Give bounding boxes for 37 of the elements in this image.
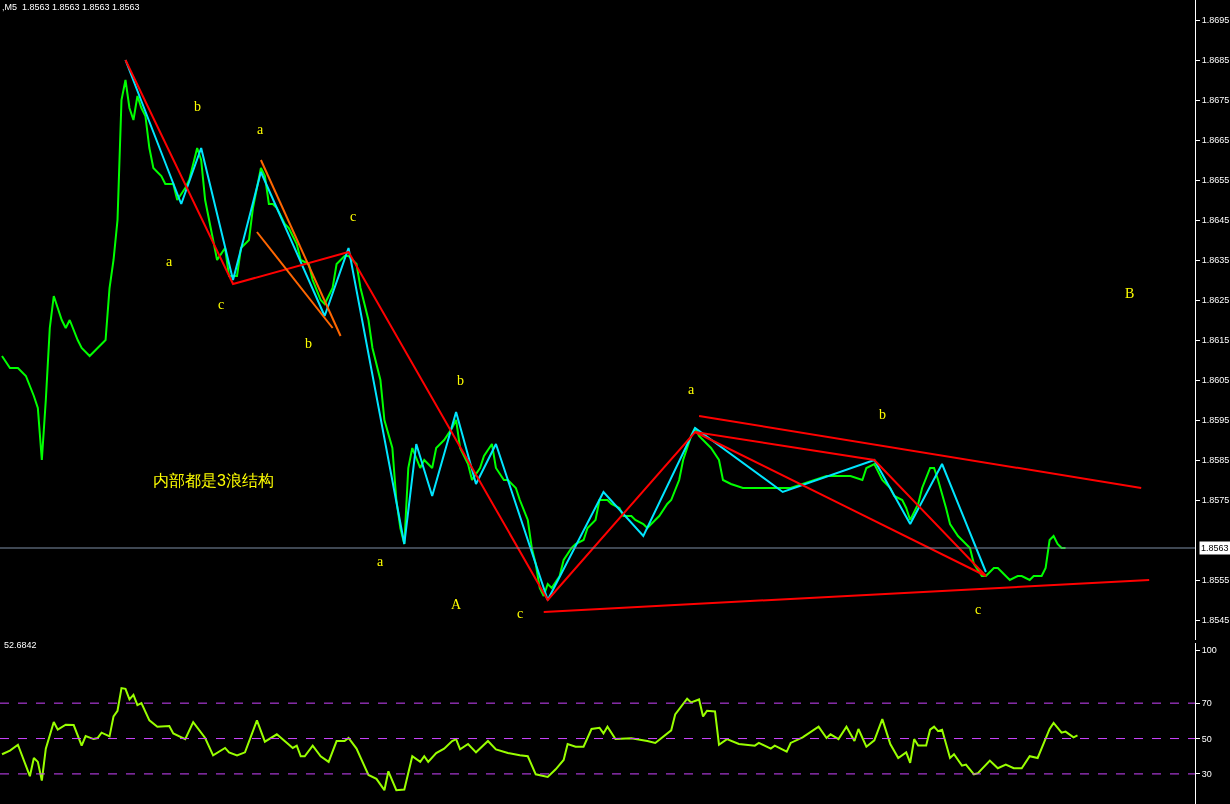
annotation: 52.6842 [4, 640, 37, 650]
y-tick-label: 1.8645 [1201, 215, 1230, 226]
y-tick-label: 1.8575 [1201, 495, 1230, 506]
y-tick-label: 1.8615 [1201, 335, 1230, 346]
annotation: c [218, 297, 225, 312]
y-tick-label: 1.8605 [1201, 375, 1230, 386]
annotation: b [457, 373, 464, 388]
annotation: a [257, 122, 264, 137]
annotation: a [377, 554, 384, 569]
y-tick-label: 50 [1201, 733, 1212, 744]
y-tick-label: 1.8625 [1201, 295, 1230, 306]
y-tick-label: 1.8685 [1201, 55, 1230, 66]
y-tick-label: 1.8635 [1201, 255, 1230, 266]
y-tick-label: 1.8595 [1201, 415, 1230, 426]
annotation: 内部都是3浪结构 [153, 472, 274, 489]
annotation: c [975, 602, 982, 617]
y-tick-label: 1.8665 [1201, 135, 1230, 146]
y-tick-label: 1.8655 [1201, 175, 1230, 186]
y-tick-label: 30 [1201, 769, 1212, 780]
y-tick-label: 1.8675 [1201, 95, 1230, 106]
annotation: b [305, 336, 312, 351]
annotation: A [451, 597, 462, 612]
annotation: c [350, 209, 357, 224]
annotation: a [688, 382, 695, 397]
y-tick-label: 1.8695 [1201, 15, 1230, 26]
annotation: b [879, 407, 886, 422]
annotation: B [1125, 286, 1135, 301]
ref-line-label: 1.8563 [1201, 543, 1229, 553]
chart-title: ,M5 1.8563 1.8563 1.8563 1.8563 [2, 2, 140, 12]
annotation: c [517, 606, 524, 621]
y-tick-label: 1.8555 [1201, 575, 1230, 586]
y-tick-label: 100 [1201, 645, 1217, 656]
annotation: b [194, 99, 201, 114]
y-tick-label: 70 [1201, 698, 1212, 709]
y-tick-label: 1.8585 [1201, 455, 1230, 466]
annotation: a [166, 254, 173, 269]
y-tick-label: 1.8545 [1201, 615, 1230, 626]
